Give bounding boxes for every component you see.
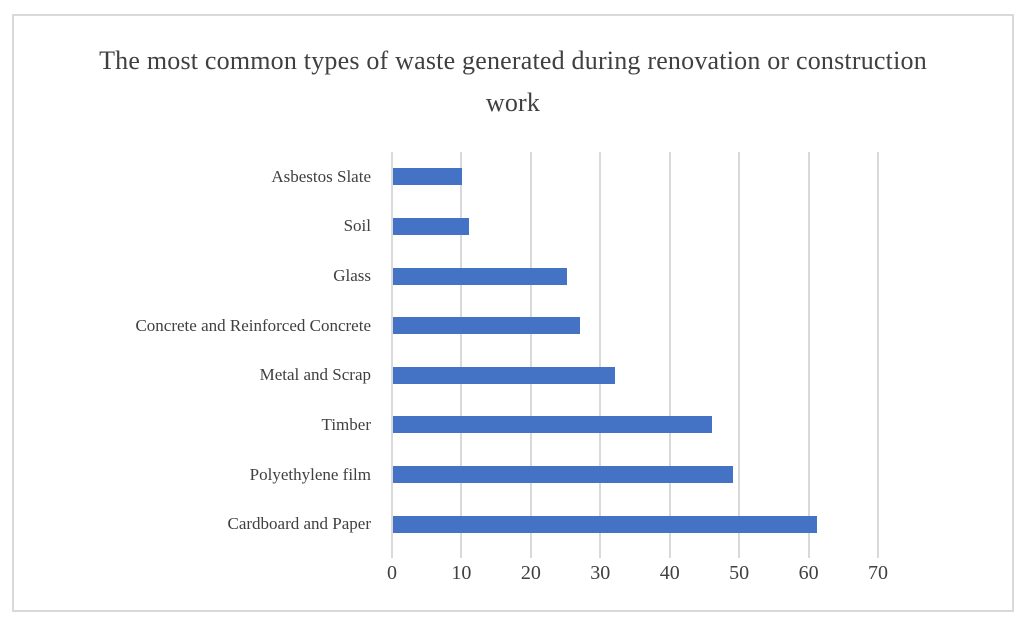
gridline-70 [877,152,879,549]
x-tick-label-70: 70 [868,562,888,584]
x-tick-label-0: 0 [387,562,397,584]
axis-tick-60 [807,549,810,558]
x-tick-label-30: 30 [590,562,611,584]
gridline-0 [391,152,393,549]
category-label: Soil [343,216,371,236]
bar-row [391,499,877,549]
axis-tick-0 [391,549,393,558]
category-label: Glass [333,266,371,286]
bar-polyethylene-film [393,466,734,484]
gridline-60 [807,152,810,549]
axis-tick-20 [529,549,532,558]
gridline-30 [599,152,602,549]
category-label: Asbestos Slate [271,166,371,186]
category-label: Concrete and Reinforced Concrete [135,315,371,335]
bar-row [391,450,877,500]
bar-row [391,152,877,202]
bar-metal-and-scrap [393,366,616,384]
bar-row [391,301,877,351]
category-label: Cardboard and Paper [227,514,371,534]
bar-cardboard-and-paper [393,515,817,533]
axis-tick-50 [738,549,741,558]
category-label: Timber [321,414,371,434]
bar-glass [393,267,567,285]
bar-timber [393,416,713,434]
chart-frame: The most common types of waste generated… [12,14,1014,612]
axis-tick-70 [877,549,879,558]
axis-tick-30 [599,549,602,558]
x-tick-label-40: 40 [659,562,680,584]
category-axis: Asbestos Slate Soil Glass Concrete and Rein… [14,152,371,549]
gridline-10 [460,152,463,549]
x-tick-label-10: 10 [451,562,472,584]
bar-row [391,400,877,450]
category-label: Metal and Scrap [259,365,371,385]
axis-tick-40 [668,549,671,558]
gridline-50 [738,152,741,549]
bar-row [391,202,877,252]
gridline-40 [668,152,671,549]
chart-title: The most common types of waste generated… [99,46,927,117]
x-tick-label-20: 20 [520,562,541,584]
axis-tick-10 [460,549,463,558]
bar-asbestos-slate [393,168,463,186]
bar-row [391,251,877,301]
bar-row [391,351,877,401]
x-tick-label-60: 60 [798,562,819,584]
x-tick-label-50: 50 [729,562,750,584]
gridline-20 [529,152,532,549]
bar-soil [393,217,470,235]
plot-area: 0 10 20 30 40 50 60 70 [387,152,888,584]
bar-concrete-and-reinforced-concrete [393,317,581,335]
category-label: Polyethylene film [249,464,371,484]
